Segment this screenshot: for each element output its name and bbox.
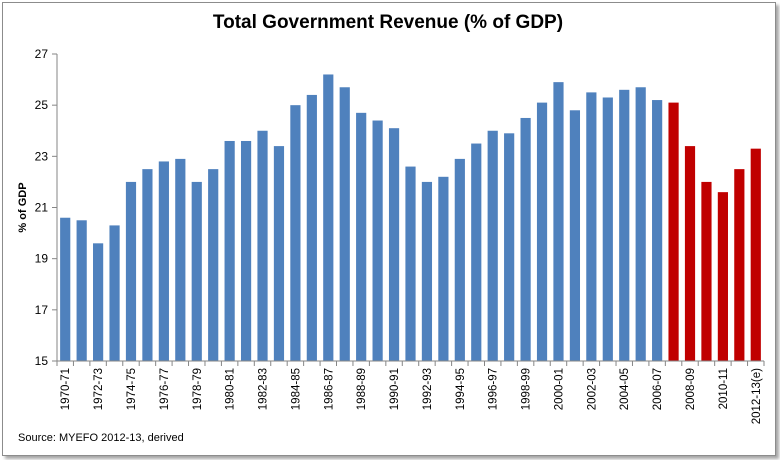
bar-2006-07 xyxy=(652,100,663,362)
x-tick-label: 1992-93 xyxy=(422,368,434,410)
x-tick-label: 1980-81 xyxy=(225,368,237,410)
bar-2000-01 xyxy=(553,82,564,361)
x-tick-label: 1984-85 xyxy=(290,368,302,410)
x-tick-label: 1990-91 xyxy=(389,368,401,410)
bar-1991-92 xyxy=(405,166,416,361)
x-tick-label: 1982-83 xyxy=(258,368,270,410)
chart-title: Total Government Revenue (% of GDP) xyxy=(212,12,564,33)
bar-1978-79 xyxy=(191,181,202,361)
bar-2001-02 xyxy=(569,110,581,361)
y-axis-label: % of GDP xyxy=(17,182,29,232)
bar-2005-06 xyxy=(635,87,646,361)
x-tick-label: 1994-95 xyxy=(455,368,467,410)
bar-1973-74 xyxy=(109,225,120,361)
bar-2003-04 xyxy=(602,97,613,362)
bar-1998-99 xyxy=(520,117,531,362)
bar-2004-05 xyxy=(619,89,630,361)
y-tick-label: 17 xyxy=(35,303,49,317)
bar-1974-75 xyxy=(125,181,137,361)
bar-1979-80 xyxy=(208,169,219,362)
bar-1981-82 xyxy=(240,140,252,361)
bar-1995-96 xyxy=(471,143,482,361)
bar-2009-10 xyxy=(701,181,712,361)
x-tick-label: 1978-79 xyxy=(192,368,204,410)
y-tick-label: 27 xyxy=(35,47,49,61)
x-tick-label: 2008-09 xyxy=(685,368,697,410)
bar-2002-03 xyxy=(586,92,597,362)
bar-1994-95 xyxy=(454,158,465,361)
y-tick-label: 21 xyxy=(35,201,49,215)
x-tick-label: 1986-87 xyxy=(323,368,335,410)
bar-1971-72 xyxy=(76,220,87,361)
bar-1985-86 xyxy=(306,94,317,362)
x-tick-label: 1998-99 xyxy=(521,368,533,410)
bar-1987-88 xyxy=(339,87,350,361)
x-tick-label: 2002-03 xyxy=(586,368,598,410)
x-tick-label: 1976-77 xyxy=(159,368,171,410)
bar-2011-12 xyxy=(734,169,745,362)
x-tick-label: 1974-75 xyxy=(126,368,138,410)
y-tick-label: 23 xyxy=(35,149,49,163)
bar-1970-71 xyxy=(60,217,71,361)
bar-1996-97 xyxy=(487,130,498,361)
bar-2008-09 xyxy=(684,146,696,361)
x-tick-label: 2000-01 xyxy=(553,368,565,410)
bar-1999-00 xyxy=(536,102,548,362)
bar-1990-91 xyxy=(388,128,400,361)
bar-1993-94 xyxy=(438,176,449,361)
x-tick-label: 1988-89 xyxy=(356,368,368,410)
y-tick-label: 15 xyxy=(35,354,49,368)
x-tick-label: 1970-71 xyxy=(60,368,72,410)
x-tick-label: 2004-05 xyxy=(619,368,631,410)
bar-1983-84 xyxy=(273,146,285,361)
bar-2007-08 xyxy=(668,102,679,362)
bar-2010-11 xyxy=(717,192,728,361)
bar-1984-85 xyxy=(290,105,301,361)
bar-1988-89 xyxy=(356,112,367,361)
bar-2012-13(e) xyxy=(750,148,761,361)
bar-1982-83 xyxy=(257,130,268,361)
bar-1992-93 xyxy=(421,181,433,361)
bar-1980-81 xyxy=(224,140,235,361)
bar-1975-76 xyxy=(142,169,153,362)
bar-1977-78 xyxy=(175,158,186,361)
y-tick-label: 25 xyxy=(35,98,49,112)
bar-1989-90 xyxy=(372,120,383,362)
x-tick-label: 2012-13(e) xyxy=(751,368,763,424)
x-tick-label: 1996-97 xyxy=(488,368,500,410)
x-tick-label: 2006-07 xyxy=(652,368,664,410)
x-tick-label: 1972-73 xyxy=(93,368,105,410)
bar-1997-98 xyxy=(504,133,515,361)
bar-1986-87 xyxy=(323,74,334,361)
source-note: Source: MYEFO 2012-13, derived xyxy=(18,432,184,444)
bar-1976-77 xyxy=(158,161,169,361)
y-tick-label: 19 xyxy=(35,252,49,266)
bar-1972-73 xyxy=(93,243,104,361)
x-tick-label: 2010-11 xyxy=(718,368,730,409)
